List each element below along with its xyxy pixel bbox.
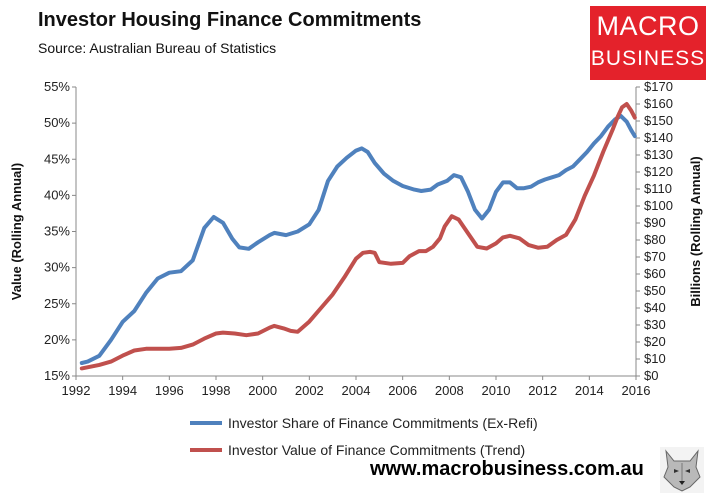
y-tick-label: 30% xyxy=(44,260,70,275)
y2-tick-label: $60 xyxy=(644,266,666,281)
y2-tick-label: $150 xyxy=(644,113,673,128)
x-tick-label: 2016 xyxy=(622,383,651,398)
x-tick-label: 1996 xyxy=(155,383,184,398)
logo-line-1: MACRO xyxy=(596,11,700,41)
y-tick-label: 25% xyxy=(44,296,70,311)
y2-tick-label: $30 xyxy=(644,317,666,332)
y2-tick-label: $50 xyxy=(644,283,666,298)
y2-tick-label: $20 xyxy=(644,334,666,349)
x-tick-label: 2004 xyxy=(342,383,371,398)
y-tick-label: 45% xyxy=(44,151,70,166)
legend-label: Investor Share of Finance Commitments (E… xyxy=(228,415,538,431)
y-tick-label: 20% xyxy=(44,332,70,347)
logo-line-2: BUSINESS xyxy=(590,47,706,70)
series-line-investor-value xyxy=(79,102,637,371)
y2-tick-label: $80 xyxy=(644,232,666,247)
legend-label: Investor Value of Finance Commitments (T… xyxy=(228,442,525,458)
y2-tick-label: $0 xyxy=(644,368,658,383)
y-tick-label: 40% xyxy=(44,187,70,202)
y2-tick-label: $100 xyxy=(644,198,673,213)
macrobusiness-logo[interactable]: MACRO BUSINESS xyxy=(590,6,706,80)
chart-title: Investor Housing Finance Commitments xyxy=(38,9,422,31)
x-tick-label: 1998 xyxy=(202,383,231,398)
y2-tick-label: $170 xyxy=(644,79,673,94)
y2-tick-label: $40 xyxy=(644,300,666,315)
y2-tick-label: $160 xyxy=(644,96,673,111)
y2-tick-label: $90 xyxy=(644,215,666,230)
series-line-investor-share xyxy=(79,113,637,365)
x-tick-label: 2006 xyxy=(388,383,417,398)
y2-tick-label: $130 xyxy=(644,147,673,162)
x-tick-label: 1992 xyxy=(62,383,91,398)
x-tick-label: 2010 xyxy=(482,383,511,398)
x-tick-label: 2000 xyxy=(248,383,277,398)
y2-axis-title: Billions (Rolling Annual) xyxy=(688,156,703,306)
x-tick-label: 2012 xyxy=(528,383,557,398)
y2-tick-label: $140 xyxy=(644,130,673,145)
wolf-mascot-icon xyxy=(660,447,704,493)
y-tick-label: 55% xyxy=(44,79,70,94)
y-tick-label: 35% xyxy=(44,224,70,239)
y2-tick-label: $110 xyxy=(644,181,672,196)
x-tick-label: 2002 xyxy=(295,383,324,398)
y-tick-label: 50% xyxy=(44,115,70,130)
y-tick-label: 15% xyxy=(44,368,70,383)
chart-source: Source: Australian Bureau of Statistics xyxy=(38,40,277,56)
x-tick-label: 1994 xyxy=(108,383,137,398)
y-axis-title: Value (Rolling Annual) xyxy=(9,163,24,300)
website-link[interactable]: www.macrobusiness.com.au xyxy=(370,458,644,480)
y2-tick-label: $70 xyxy=(644,249,666,264)
y2-tick-label: $10 xyxy=(644,351,666,366)
x-tick-label: 2014 xyxy=(575,383,604,398)
x-tick-label: 2008 xyxy=(435,383,464,398)
y2-tick-label: $120 xyxy=(644,164,673,179)
